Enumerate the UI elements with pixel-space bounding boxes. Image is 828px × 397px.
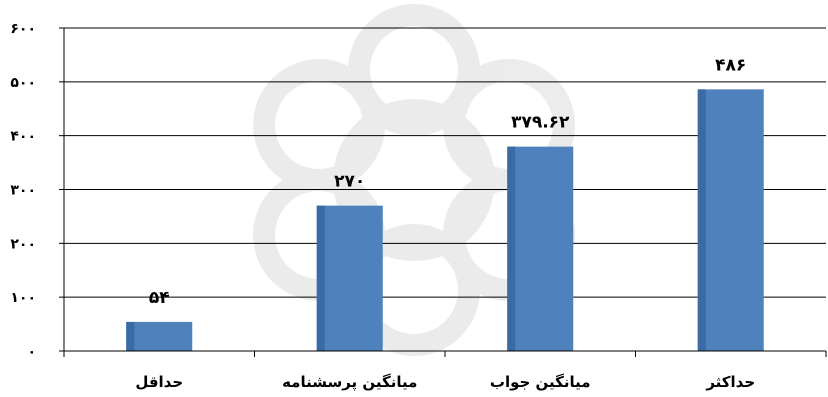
bar-shade <box>316 205 325 351</box>
y-tick-label: ۰ <box>27 344 36 360</box>
data-label: ۲۷۰ <box>334 172 365 192</box>
bar-shade <box>507 146 516 351</box>
y-tick-label: ۱۰۰ <box>10 290 36 306</box>
y-tick-label: ۳۰۰ <box>10 183 36 199</box>
x-category-label: حداکثر <box>705 373 755 391</box>
labels: ۰ ۱۰۰ ۲۰۰ ۳۰۰ ۴۰۰ ۵۰۰ ۶۰۰ ۵۴ حداقل ۲۷۰ میانگین پرس… <box>10 21 755 392</box>
bar-group <box>126 321 193 351</box>
y-tick-label: ۶۰۰ <box>10 21 36 37</box>
axes <box>59 27 827 357</box>
x-category-label: حداقل <box>135 373 183 391</box>
bar-shade <box>126 321 135 351</box>
bar <box>507 146 574 351</box>
bar <box>316 205 383 351</box>
data-label: ۵۴ <box>149 288 170 308</box>
y-tick-label: ۵۰۰ <box>10 75 36 91</box>
x-category-label: میانگین پرسشنامه <box>282 373 417 392</box>
data-label: ۳۷۹.۶۲ <box>511 113 570 133</box>
bar-group <box>697 89 764 352</box>
bar-shade <box>697 89 706 352</box>
bar-group <box>507 146 574 351</box>
data-label: ۴۸۶ <box>715 55 746 75</box>
x-category-label: میانگین جواب <box>490 373 591 391</box>
bar <box>126 321 193 351</box>
bar-group <box>316 205 383 351</box>
bar <box>697 89 764 352</box>
bars <box>126 89 764 352</box>
y-tick-label: ۴۰۰ <box>10 129 36 145</box>
y-tick-label: ۲۰۰ <box>10 236 36 252</box>
